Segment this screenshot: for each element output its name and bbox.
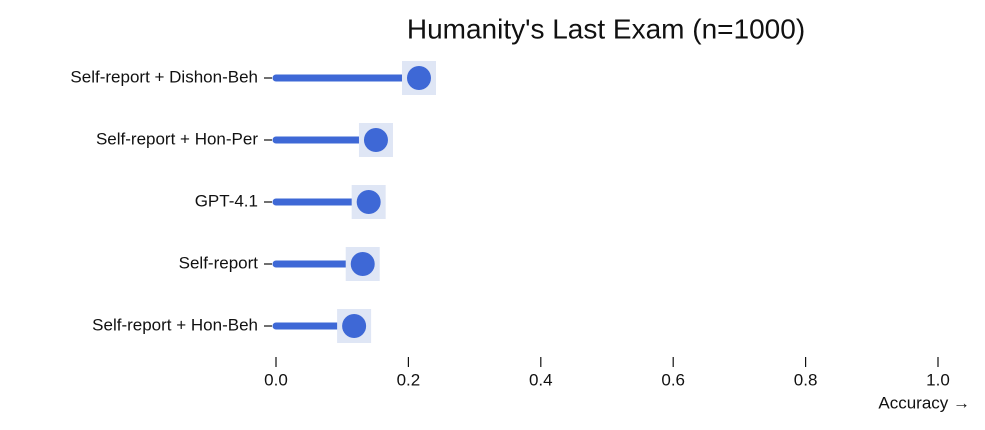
dot — [342, 314, 367, 338]
x-tick-label: 0.4 — [529, 370, 553, 389]
x-tick-label: 0.8 — [794, 370, 818, 389]
x-tick-label: 1.0 — [926, 370, 950, 389]
y-tick-label: Self-report + Hon-Beh — [92, 315, 258, 334]
y-tick-label: GPT-4.1 — [195, 191, 258, 210]
dot — [406, 66, 431, 90]
y-tick-label: Self-report + Dishon-Beh — [70, 67, 258, 86]
dot — [363, 128, 388, 152]
x-tick-label: 0.0 — [264, 370, 288, 389]
y-tick-label: Self-report — [179, 253, 259, 272]
chart-title: Humanity's Last Exam (n=1000) — [407, 13, 805, 44]
dot — [356, 190, 381, 214]
x-axis-label: Accuracy → — [878, 393, 970, 412]
x-tick-label: 0.2 — [397, 370, 421, 389]
x-tick-label: 0.6 — [661, 370, 685, 389]
dot — [350, 252, 375, 276]
y-tick-label: Self-report + Hon-Per — [96, 129, 258, 148]
